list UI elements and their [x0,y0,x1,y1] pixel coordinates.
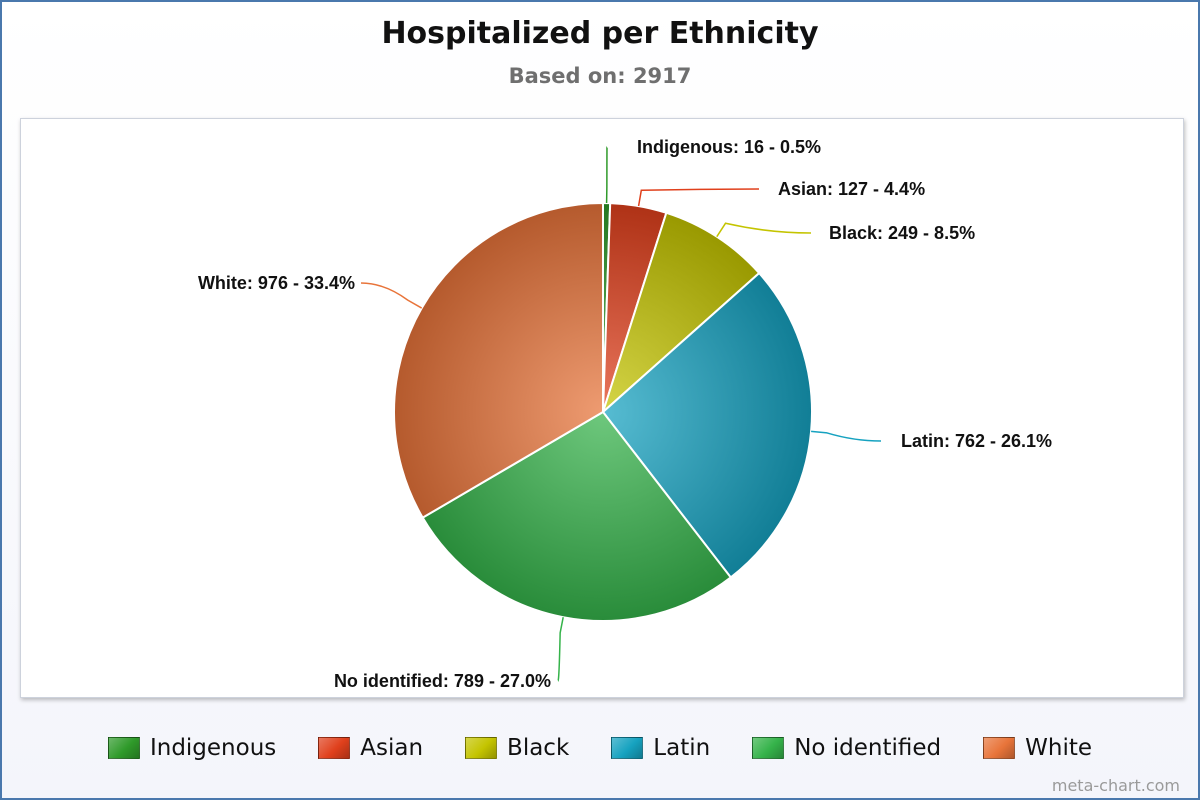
legend-label-black: Black [507,735,570,761]
pie-slice-white[interactable] [393,201,604,520]
slice-label-white: White: 976 - 33.4% [198,273,355,293]
legend-item-latin[interactable]: Latin [611,735,710,761]
slice-label-no-identified: No identified: 789 - 27.0% [334,671,551,691]
legend-item-indigenous[interactable]: Indigenous [107,735,277,761]
plot-area: Indigenous: 16 - 0.5% Asian: 127 - 4.4% Bl… [20,118,1184,698]
slice-label-latin: Latin: 762 - 26.1% [901,431,1052,451]
legend-item-black[interactable]: Black [465,735,569,761]
slice-labels: Indigenous: 16 - 0.5% Asian: 127 - 4.4% Bl… [198,137,1052,691]
legend-swatch-indigenous [107,737,140,759]
legend-label-white: White [1025,735,1093,761]
connector-no-identified [557,617,564,682]
pie-slice-black[interactable] [600,211,761,416]
chart-title: Hospitalized per Ethnicity [381,16,819,51]
connector-black [716,222,812,238]
connector-asian [637,188,760,207]
pie-slice-latin[interactable] [601,271,813,579]
slice-label-black: Black: 249 - 8.5% [829,223,975,243]
legend-label-asian: Asian [360,735,424,761]
legend-item-asian[interactable]: Asian [318,735,423,761]
legend-swatch-black [465,737,498,759]
credit-link[interactable]: meta-chart.com [1051,776,1180,795]
connector-white [360,282,423,309]
legend-swatch-asian [318,737,351,759]
label-connectors [360,146,882,682]
legend-label-no-identified: No identified [794,735,942,761]
legend-label-indigenous: Indigenous [149,735,277,761]
legend-label-latin: Latin [653,735,711,761]
slice-label-indigenous: Indigenous: 16 - 0.5% [637,137,821,157]
legend-swatch-latin [611,737,644,759]
slice-label-asian: Asian: 127 - 4.4% [778,179,925,199]
pie-slices [393,201,813,622]
legend-swatch-white [983,737,1016,759]
legend-swatch-no-identified [752,737,785,759]
pie-chart: Indigenous: 16 - 0.5% Asian: 127 - 4.4% Bl… [198,137,1052,691]
legend-item-no-identified[interactable]: No identified [752,735,941,761]
legend: Indigenous Asian Black Latin No identifi… [2,730,1198,766]
chart-subtitle: Based on: 2917 [508,64,692,88]
connector-latin [811,430,882,442]
legend-item-white[interactable]: White [983,735,1092,761]
